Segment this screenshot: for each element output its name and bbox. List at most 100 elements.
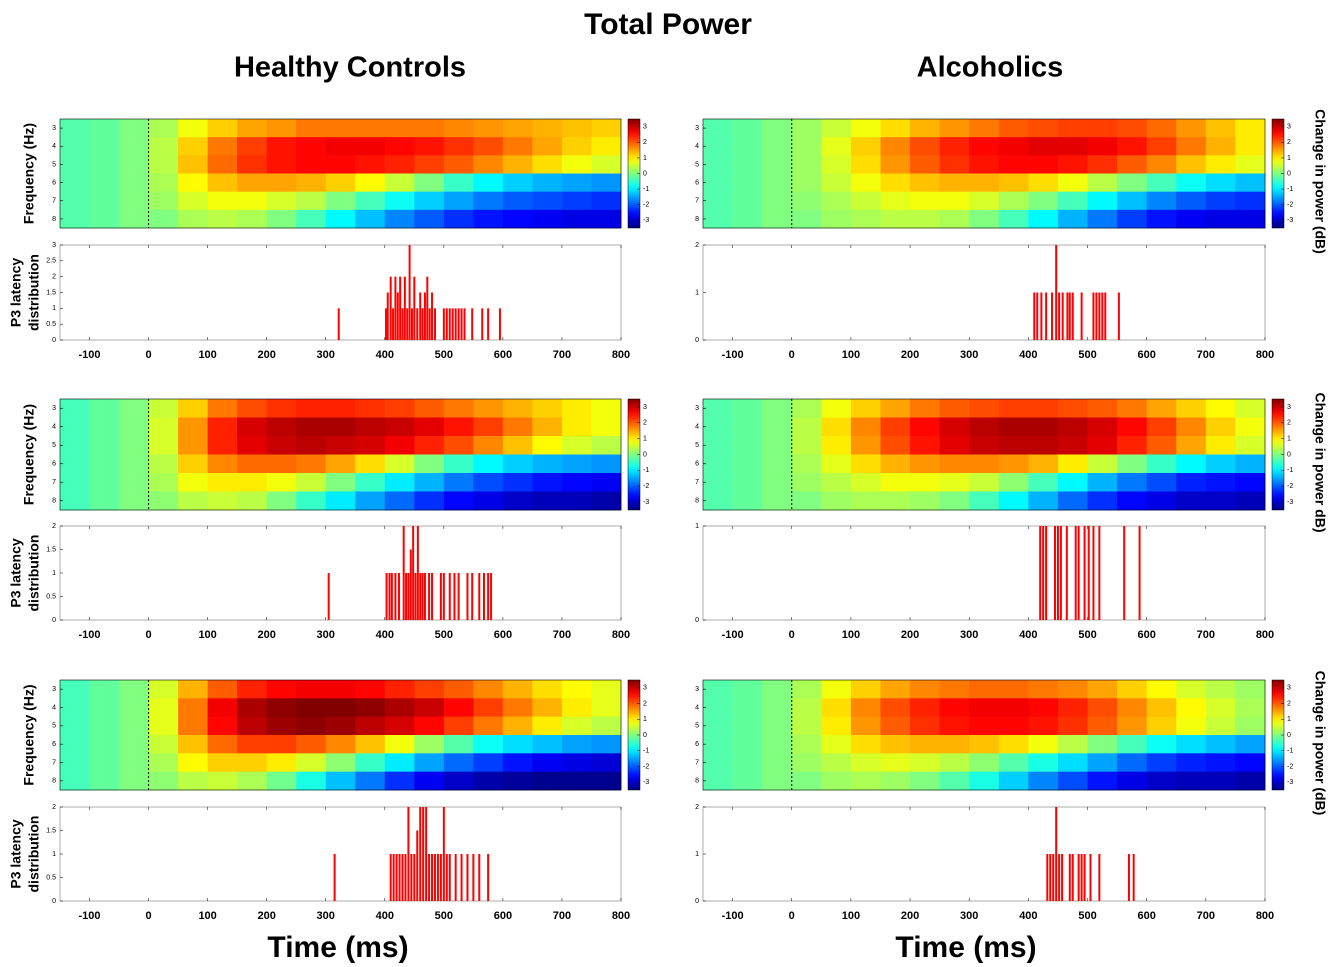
heat-cell <box>148 137 179 156</box>
heat-cell <box>1146 753 1177 773</box>
bar <box>389 854 392 901</box>
bar <box>451 308 454 340</box>
heat-cell <box>703 173 733 193</box>
heat-cell <box>762 491 793 511</box>
heat-cell <box>60 191 90 211</box>
bar <box>1065 526 1068 620</box>
colorbar-tick-label: -2 <box>1287 483 1293 490</box>
heat-cell <box>1057 119 1088 138</box>
y-tick-label: 1.5 <box>46 546 56 553</box>
x-tick-label: -100 <box>79 910 101 922</box>
x-tick-label: 100 <box>198 349 216 361</box>
heat-cell <box>1146 417 1177 437</box>
heat-cell <box>384 137 415 156</box>
heat-cell <box>60 436 90 455</box>
heat-cell <box>1205 417 1236 437</box>
heat-cell <box>1057 771 1088 791</box>
heat-cell <box>1205 473 1236 492</box>
heat-cell <box>325 436 356 455</box>
heat-cell <box>969 454 1000 474</box>
x-tick-label: 0 <box>789 629 795 641</box>
heat-cell <box>89 417 120 437</box>
heat-cell <box>910 191 941 211</box>
bar <box>386 292 389 340</box>
heat-cell <box>119 473 149 492</box>
x-tick-label: 700 <box>1197 349 1215 361</box>
heat-cell <box>1057 155 1088 174</box>
heat-cell <box>1057 191 1088 211</box>
column-title: Healthy Controls <box>234 52 466 84</box>
heat-cell <box>850 173 881 193</box>
x-tick-label: 600 <box>494 629 512 641</box>
heat-cell <box>939 680 970 699</box>
heat-cell <box>355 454 386 474</box>
heat-cell <box>1028 155 1059 174</box>
heat-cell <box>998 399 1029 418</box>
heat-cell <box>473 436 504 455</box>
heat-cell <box>1117 173 1148 193</box>
heat-cell <box>1117 698 1148 718</box>
bar <box>421 573 424 620</box>
heat-cell <box>119 698 149 718</box>
heat-cell <box>969 417 1000 437</box>
y-tick-label: 7 <box>52 759 56 766</box>
heat-cell <box>443 491 474 511</box>
heat-cell <box>473 473 504 492</box>
colorbar-tick-label: 2 <box>1287 139 1291 146</box>
y-tick-label: 1 <box>695 851 699 858</box>
heat-cell <box>1057 716 1088 736</box>
heat-cell <box>384 417 415 437</box>
heat-cell <box>591 137 622 156</box>
bar <box>1056 526 1059 620</box>
bar <box>413 854 416 901</box>
heat-cell <box>762 473 793 492</box>
heat-cell <box>591 209 622 229</box>
y-tick-label: 7 <box>52 479 56 486</box>
heat-cell <box>1235 473 1266 492</box>
bar <box>1052 854 1055 901</box>
heat-cell <box>473 735 504 754</box>
heat-cell <box>850 399 881 418</box>
bar <box>1059 526 1062 620</box>
heat-cell <box>998 698 1029 718</box>
heat-cell <box>969 191 1000 211</box>
colorbar-tick-label: 3 <box>1287 404 1291 411</box>
heat-cell <box>414 735 445 754</box>
bar <box>1049 854 1052 901</box>
heat-cell <box>325 735 356 754</box>
heat-cell <box>237 119 268 138</box>
heat-cell <box>910 753 941 773</box>
heat-cell <box>703 735 733 754</box>
heat-cell <box>502 491 533 511</box>
heat-cell <box>355 137 386 156</box>
heat-cell <box>502 680 533 699</box>
heat-cell <box>384 173 415 193</box>
heat-cell <box>148 680 179 699</box>
heat-cell <box>1057 680 1088 699</box>
heat-cell <box>591 191 622 211</box>
heat-cell <box>207 119 238 138</box>
heat-cell <box>60 155 90 174</box>
bar <box>433 854 436 901</box>
x-tick-label: 200 <box>901 349 919 361</box>
heat-cell <box>1235 735 1266 754</box>
x-tick-label: 700 <box>1197 910 1215 922</box>
heat-cell <box>703 417 733 437</box>
heat-cell <box>355 680 386 699</box>
x-tick-label: 400 <box>376 629 394 641</box>
heat-cell <box>969 698 1000 718</box>
heat-cell <box>591 680 622 699</box>
heat-cell <box>178 680 209 699</box>
heat-cell <box>473 155 504 174</box>
colorbar-label: Change in power dB) <box>1312 393 1328 533</box>
heat-cell <box>821 753 852 773</box>
heat-cell <box>969 735 1000 754</box>
heat-cell <box>998 417 1029 437</box>
heat-cell <box>998 155 1029 174</box>
plot-frame <box>702 244 1266 341</box>
heat-cell <box>296 436 327 455</box>
heat-cell <box>762 753 793 773</box>
y-tick-label: 0 <box>52 617 56 624</box>
heat-cell <box>880 454 911 474</box>
heat-cell <box>502 191 533 211</box>
